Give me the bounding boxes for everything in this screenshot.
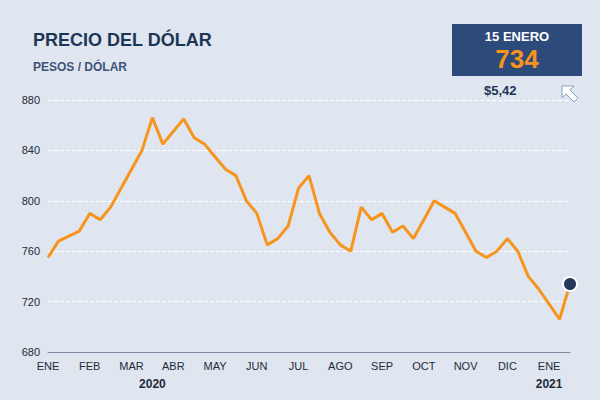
svg-text:2020: 2020 [139,377,166,391]
svg-text:$5,42: $5,42 [484,83,517,98]
svg-text:800: 800 [22,195,40,207]
svg-text:PESOS / DÓLAR: PESOS / DÓLAR [33,59,127,74]
svg-text:880: 880 [22,94,40,106]
svg-text:JUL: JUL [289,360,309,372]
svg-text:2021: 2021 [536,377,563,391]
svg-text:840: 840 [22,144,40,156]
svg-text:AGO: AGO [328,360,353,372]
svg-text:15 ENERO: 15 ENERO [485,29,549,44]
svg-text:ENE: ENE [538,360,561,372]
svg-text:734: 734 [495,44,539,74]
svg-text:DIC: DIC [498,360,517,372]
svg-text:NOV: NOV [454,360,479,372]
svg-text:MAR: MAR [119,360,144,372]
svg-text:FEB: FEB [79,360,100,372]
svg-text:JUN: JUN [246,360,267,372]
svg-text:720: 720 [22,296,40,308]
svg-text:760: 760 [22,245,40,257]
svg-text:SEP: SEP [371,360,393,372]
svg-text:PRECIO DEL DÓLAR: PRECIO DEL DÓLAR [33,29,212,50]
svg-text:MAY: MAY [204,360,228,372]
svg-text:680: 680 [22,346,40,358]
svg-text:ENE: ENE [37,360,60,372]
svg-text:ABR: ABR [162,360,185,372]
svg-text:OCT: OCT [412,360,436,372]
